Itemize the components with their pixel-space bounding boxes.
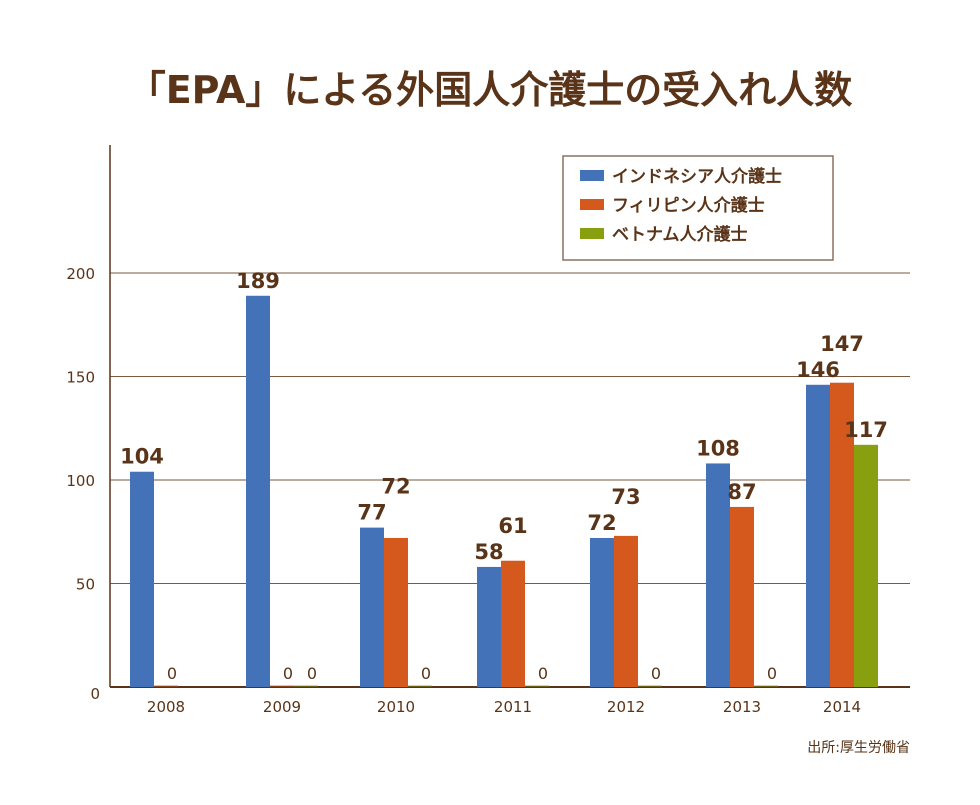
data-label: 0 (307, 664, 317, 683)
data-label: 0 (283, 664, 293, 683)
legend-label: フィリピン人介護士 (612, 195, 765, 216)
data-label: 72 (381, 475, 410, 499)
x-tick-label: 2011 (494, 698, 532, 716)
x-tick-label: 2009 (263, 698, 301, 716)
data-label: 0 (651, 664, 661, 683)
bar (614, 535, 638, 687)
bar (154, 685, 178, 687)
bar (525, 685, 549, 687)
bar (270, 685, 294, 687)
data-label: 146 (796, 358, 840, 382)
bar (246, 295, 270, 687)
data-label: 58 (474, 540, 503, 564)
bar (830, 382, 854, 687)
chart-title: 「EPA」による外国人介護士の受入れ人数 (128, 68, 853, 112)
x-tick-label: 2012 (607, 698, 645, 716)
bar (754, 685, 778, 687)
y-tick-label: 50 (76, 576, 95, 594)
data-label: 117 (844, 418, 888, 442)
x-tick-label: 2013 (723, 698, 761, 716)
data-label: 0 (421, 664, 431, 683)
data-label: 0 (167, 664, 177, 683)
data-label: 147 (820, 332, 864, 356)
legend-swatch (580, 170, 604, 181)
data-label: 72 (587, 511, 616, 535)
bar (477, 566, 501, 687)
data-label: 61 (498, 514, 527, 538)
bar (806, 384, 830, 687)
data-label: 73 (611, 485, 640, 509)
bar (638, 685, 662, 687)
data-label: 0 (767, 664, 777, 683)
bar (384, 537, 408, 687)
legend-swatch (580, 199, 604, 210)
data-label: 108 (696, 436, 740, 460)
legend-box (562, 155, 834, 261)
legend-swatch (580, 228, 604, 239)
y-tick-label: 150 (66, 369, 95, 387)
source-note: 出所:厚生労働省 (807, 740, 910, 756)
data-label: 77 (357, 501, 386, 525)
bar (590, 537, 614, 687)
data-label: 104 (120, 445, 164, 469)
legend-label: インドネシア人介護士 (612, 166, 782, 187)
bar (360, 527, 384, 687)
x-tick-label: 2010 (377, 698, 415, 716)
y-tick-label: 200 (66, 265, 95, 283)
data-label: 0 (538, 664, 548, 683)
y-tick-label: 0 (90, 685, 100, 703)
bar (501, 560, 525, 687)
bar (854, 444, 878, 687)
bar (408, 685, 432, 687)
bar (730, 506, 754, 687)
bar (706, 463, 730, 687)
data-label: 189 (236, 269, 280, 293)
bar (294, 685, 318, 687)
data-label: 87 (727, 480, 756, 504)
x-tick-label: 2014 (823, 698, 861, 716)
y-tick-label: 100 (66, 472, 95, 490)
x-tick-label: 2008 (147, 698, 185, 716)
legend-label: ベトナム人介護士 (612, 224, 748, 245)
bar (130, 471, 154, 687)
